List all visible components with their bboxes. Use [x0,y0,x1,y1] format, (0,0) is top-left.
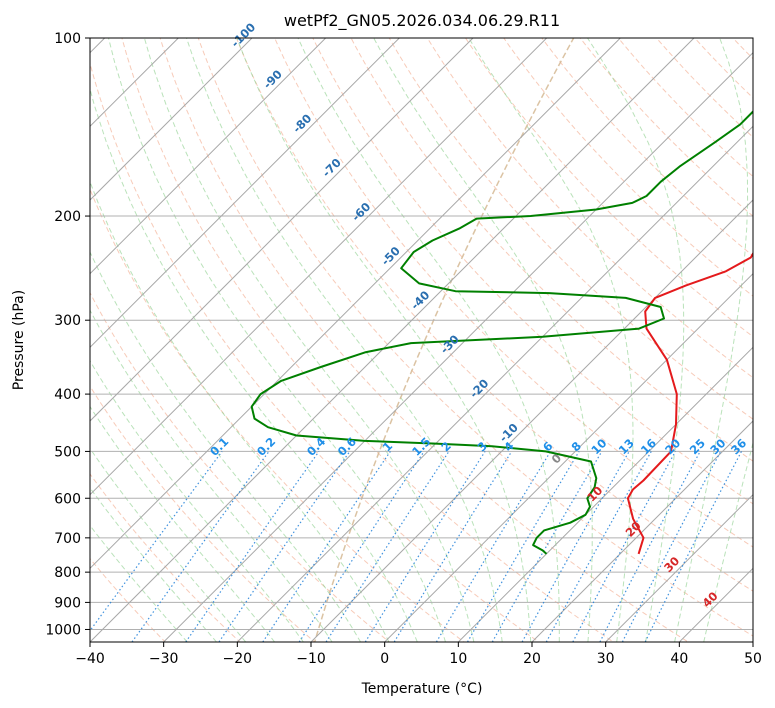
mixing-ratio-line [491,451,603,642]
moist-adiabat-line [108,38,446,642]
x-tick-label: 20 [523,651,541,667]
y-tick-label: 400 [54,387,81,403]
y-tick-label: 900 [54,595,81,611]
y-tick-label: 800 [54,565,81,581]
moist-adiabat-line [90,359,304,642]
mixing-ratio-line [521,451,630,642]
dry-adiabat-line [312,38,753,505]
y-tick-label: 300 [54,313,81,329]
y-tick-label: 1000 [45,622,81,638]
dry-adiabat-line [235,38,753,592]
sounding-profiles [250,110,753,555]
isotherm-line [384,272,753,642]
y-axis-ticks: 100 200 300 400 500 600 700 800 900 1000 [45,31,90,638]
moist-adiabat-line [90,250,362,642]
x-tick-label: 40 [670,651,688,667]
dry-adiabat-line [90,385,316,642]
dry-adiabat-line [388,38,753,420]
x-tick-label: 50 [744,651,762,667]
x-tick-label: −10 [296,651,326,667]
chart-title: wetPf2_GN05.2026.034.06.29.R11 [284,11,560,31]
isotherm-line [310,199,753,642]
isotherm-line [90,38,621,570]
y-tick-label: 700 [54,531,81,547]
moist-adiabat-line [703,440,753,642]
dry-adiabat-line [758,25,775,654]
dry-adiabat-line [617,38,753,178]
mixing-ratio-line [325,451,450,642]
mixing-ratio-line [572,451,677,642]
isotherm-line [752,641,753,642]
x-tick-label: 30 [597,651,615,667]
mixing-ratio-lines [90,451,743,642]
y-axis-label: Pressure (hPa) [11,290,27,390]
x-tick-label: 0 [380,651,389,667]
isotherm-line [90,38,327,275]
y-tick-label: 500 [54,444,81,460]
isotherm-line [605,493,753,642]
moist-adiabat-line [90,309,333,642]
x-tick-label: −40 [75,651,105,667]
dry-adiabat-line [90,473,241,642]
x-tick-label: −30 [149,651,179,667]
temperature-profile-line [626,251,753,555]
isotherm-line [457,346,753,642]
reference-curve-line [313,38,575,642]
isotherm-line [90,38,695,642]
y-tick-label: 600 [54,491,81,507]
x-axis-ticks: −40 −30 −20 −10 0 10 20 30 40 50 [75,642,762,667]
mixing-ratio-line [435,451,552,642]
x-tick-label: 10 [449,651,467,667]
moist-adiabat-line [297,38,560,642]
dry-adiabat-line [90,61,540,642]
moist-adiabat-line [468,38,634,642]
dewpoint-profile-line [250,110,753,555]
y-tick-label: 200 [54,209,81,225]
dry-adiabat-line [90,188,465,642]
dry-adiabat-line [350,38,753,462]
moist-adiabat-line [674,38,749,642]
isotherm-line [531,420,753,642]
moist-adiabat-line [373,38,593,642]
dry-adiabat-line [121,38,615,642]
mixing-ratio-line [90,451,223,632]
isotherm-line [236,125,753,642]
moist-adiabat-line [587,38,685,642]
mixing-ratio-line [466,451,580,642]
moist-adiabat-line [90,405,275,642]
moist-adiabat-line [90,180,390,642]
mixing-ratio-line [218,451,351,642]
mixing-ratio-line [364,451,486,642]
x-tick-label: −20 [223,651,253,667]
isotherm-line [90,38,253,201]
isotherm-line [90,38,400,349]
x-axis-label: Temperature (°C) [361,681,483,697]
isotherm-line [90,38,548,496]
moist-adiabat-line [90,447,247,642]
moist-adiabat-line [90,487,217,642]
mixing-ratio-line [131,451,270,642]
mixing-ratio-line [393,451,513,642]
isotherm-line [90,38,474,422]
mixing-ratio-line [545,451,652,642]
skewed-isotherms [90,38,753,642]
moist-adiabat-line [143,38,475,642]
y-tick-label: 100 [54,31,81,47]
moist-adiabat-line [186,38,503,642]
dry-adiabat-line [464,38,753,338]
moist-adiabat-line [90,524,188,642]
dry-adiabat-line [159,38,690,642]
plot-frame [89,37,754,643]
dry-adiabat-line [655,38,753,138]
dry-adiabat-line [541,38,753,257]
moist-adiabat-line [236,38,532,642]
